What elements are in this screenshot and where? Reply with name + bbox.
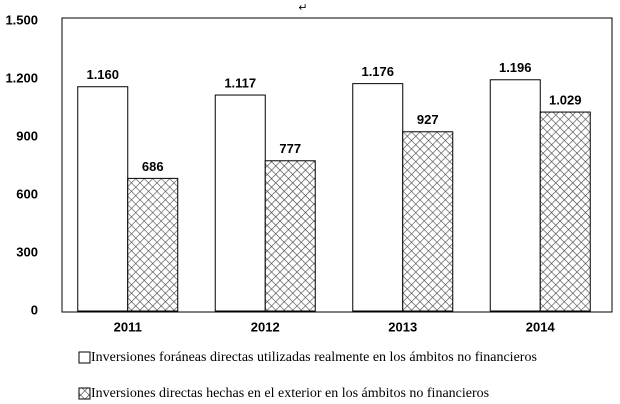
legend-label: Inversiones foráneas directas utilizadas… — [91, 350, 537, 365]
bar — [264, 160, 316, 312]
x-tick-label: 2011 — [114, 319, 142, 334]
y-tick-label: 600 — [16, 186, 38, 201]
legend-label: Inversiones directas hechas en el exteri… — [91, 386, 489, 401]
legend-swatch — [78, 351, 91, 364]
data-label: 1.029 — [549, 92, 582, 107]
bar — [539, 111, 591, 312]
bar — [127, 177, 179, 312]
data-label: 777 — [279, 141, 301, 156]
x-tick-label: 2012 — [251, 319, 280, 334]
data-label: 927 — [417, 112, 439, 127]
bar — [214, 94, 266, 312]
bar — [402, 131, 454, 312]
bar — [77, 86, 129, 312]
data-label: 1.196 — [499, 60, 532, 75]
y-tick-label: 0 — [31, 302, 38, 317]
y-tick-label: 1.200 — [5, 70, 38, 85]
data-label: 1.176 — [361, 64, 394, 79]
data-label: 1.117 — [224, 75, 256, 90]
data-label: 686 — [142, 159, 164, 174]
legend-swatch — [78, 387, 91, 400]
data-label: 1.160 — [86, 67, 119, 82]
x-tick-label: 2013 — [388, 319, 417, 334]
annotation: ↵ — [298, 2, 307, 14]
y-tick-label: 1.500 — [5, 12, 38, 27]
x-tick-label: 2014 — [526, 319, 556, 334]
y-tick-label: 900 — [16, 128, 38, 143]
plot-frame — [61, 17, 613, 313]
bar — [352, 83, 404, 312]
bar — [489, 79, 541, 312]
y-tick-label: 300 — [16, 244, 38, 259]
